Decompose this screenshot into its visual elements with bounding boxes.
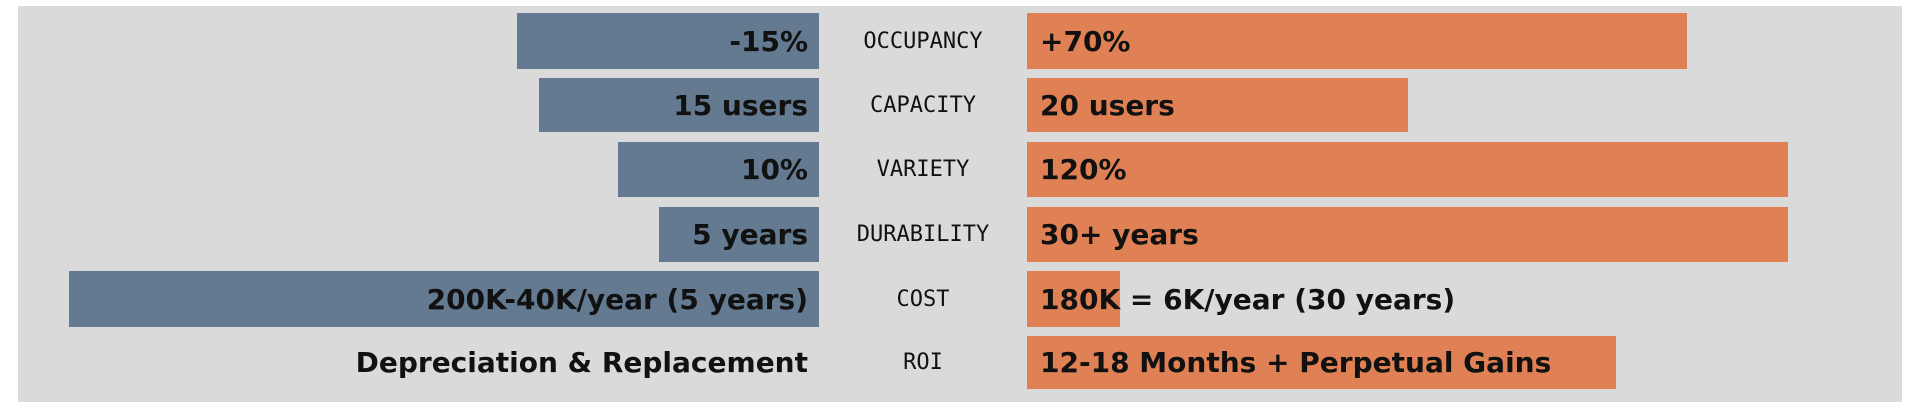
row-label: COST <box>896 286 950 312</box>
left-value: 15 users <box>673 88 808 122</box>
left-bar <box>659 207 819 262</box>
right-bar <box>1027 271 1120 327</box>
left-value: -15% <box>729 24 808 58</box>
right-value: 120% <box>1040 153 1127 186</box>
left-value: 200K-40K/year (5 years) <box>426 282 808 316</box>
right-value: 20 users <box>1040 88 1175 122</box>
right-value: 180K = 6K/year (30 years) <box>1040 282 1456 316</box>
left-bar <box>618 142 819 197</box>
left-bar <box>539 78 819 132</box>
right-bar <box>1027 142 1788 197</box>
left-bar <box>69 271 819 327</box>
left-value: Depreciation & Replacement <box>355 346 808 379</box>
row-label: VARIETY <box>876 157 970 182</box>
left-value: 5 years <box>692 218 808 251</box>
right-value: +70% <box>1040 24 1131 58</box>
row-label: OCCUPANCY <box>863 28 983 54</box>
row-label: DURABILITY <box>856 222 990 247</box>
right-bar <box>1027 207 1788 262</box>
right-value: 30+ years <box>1040 218 1199 251</box>
left-bar <box>517 13 819 69</box>
right-bar <box>1027 336 1616 389</box>
right-value: 12-18 Months + Perpetual Gains <box>1040 346 1552 379</box>
row-label: ROI <box>903 350 943 375</box>
left-value: 10% <box>740 153 808 186</box>
right-bar <box>1027 78 1408 132</box>
right-bar <box>1027 13 1687 69</box>
row-label: CAPACITY <box>870 92 976 118</box>
